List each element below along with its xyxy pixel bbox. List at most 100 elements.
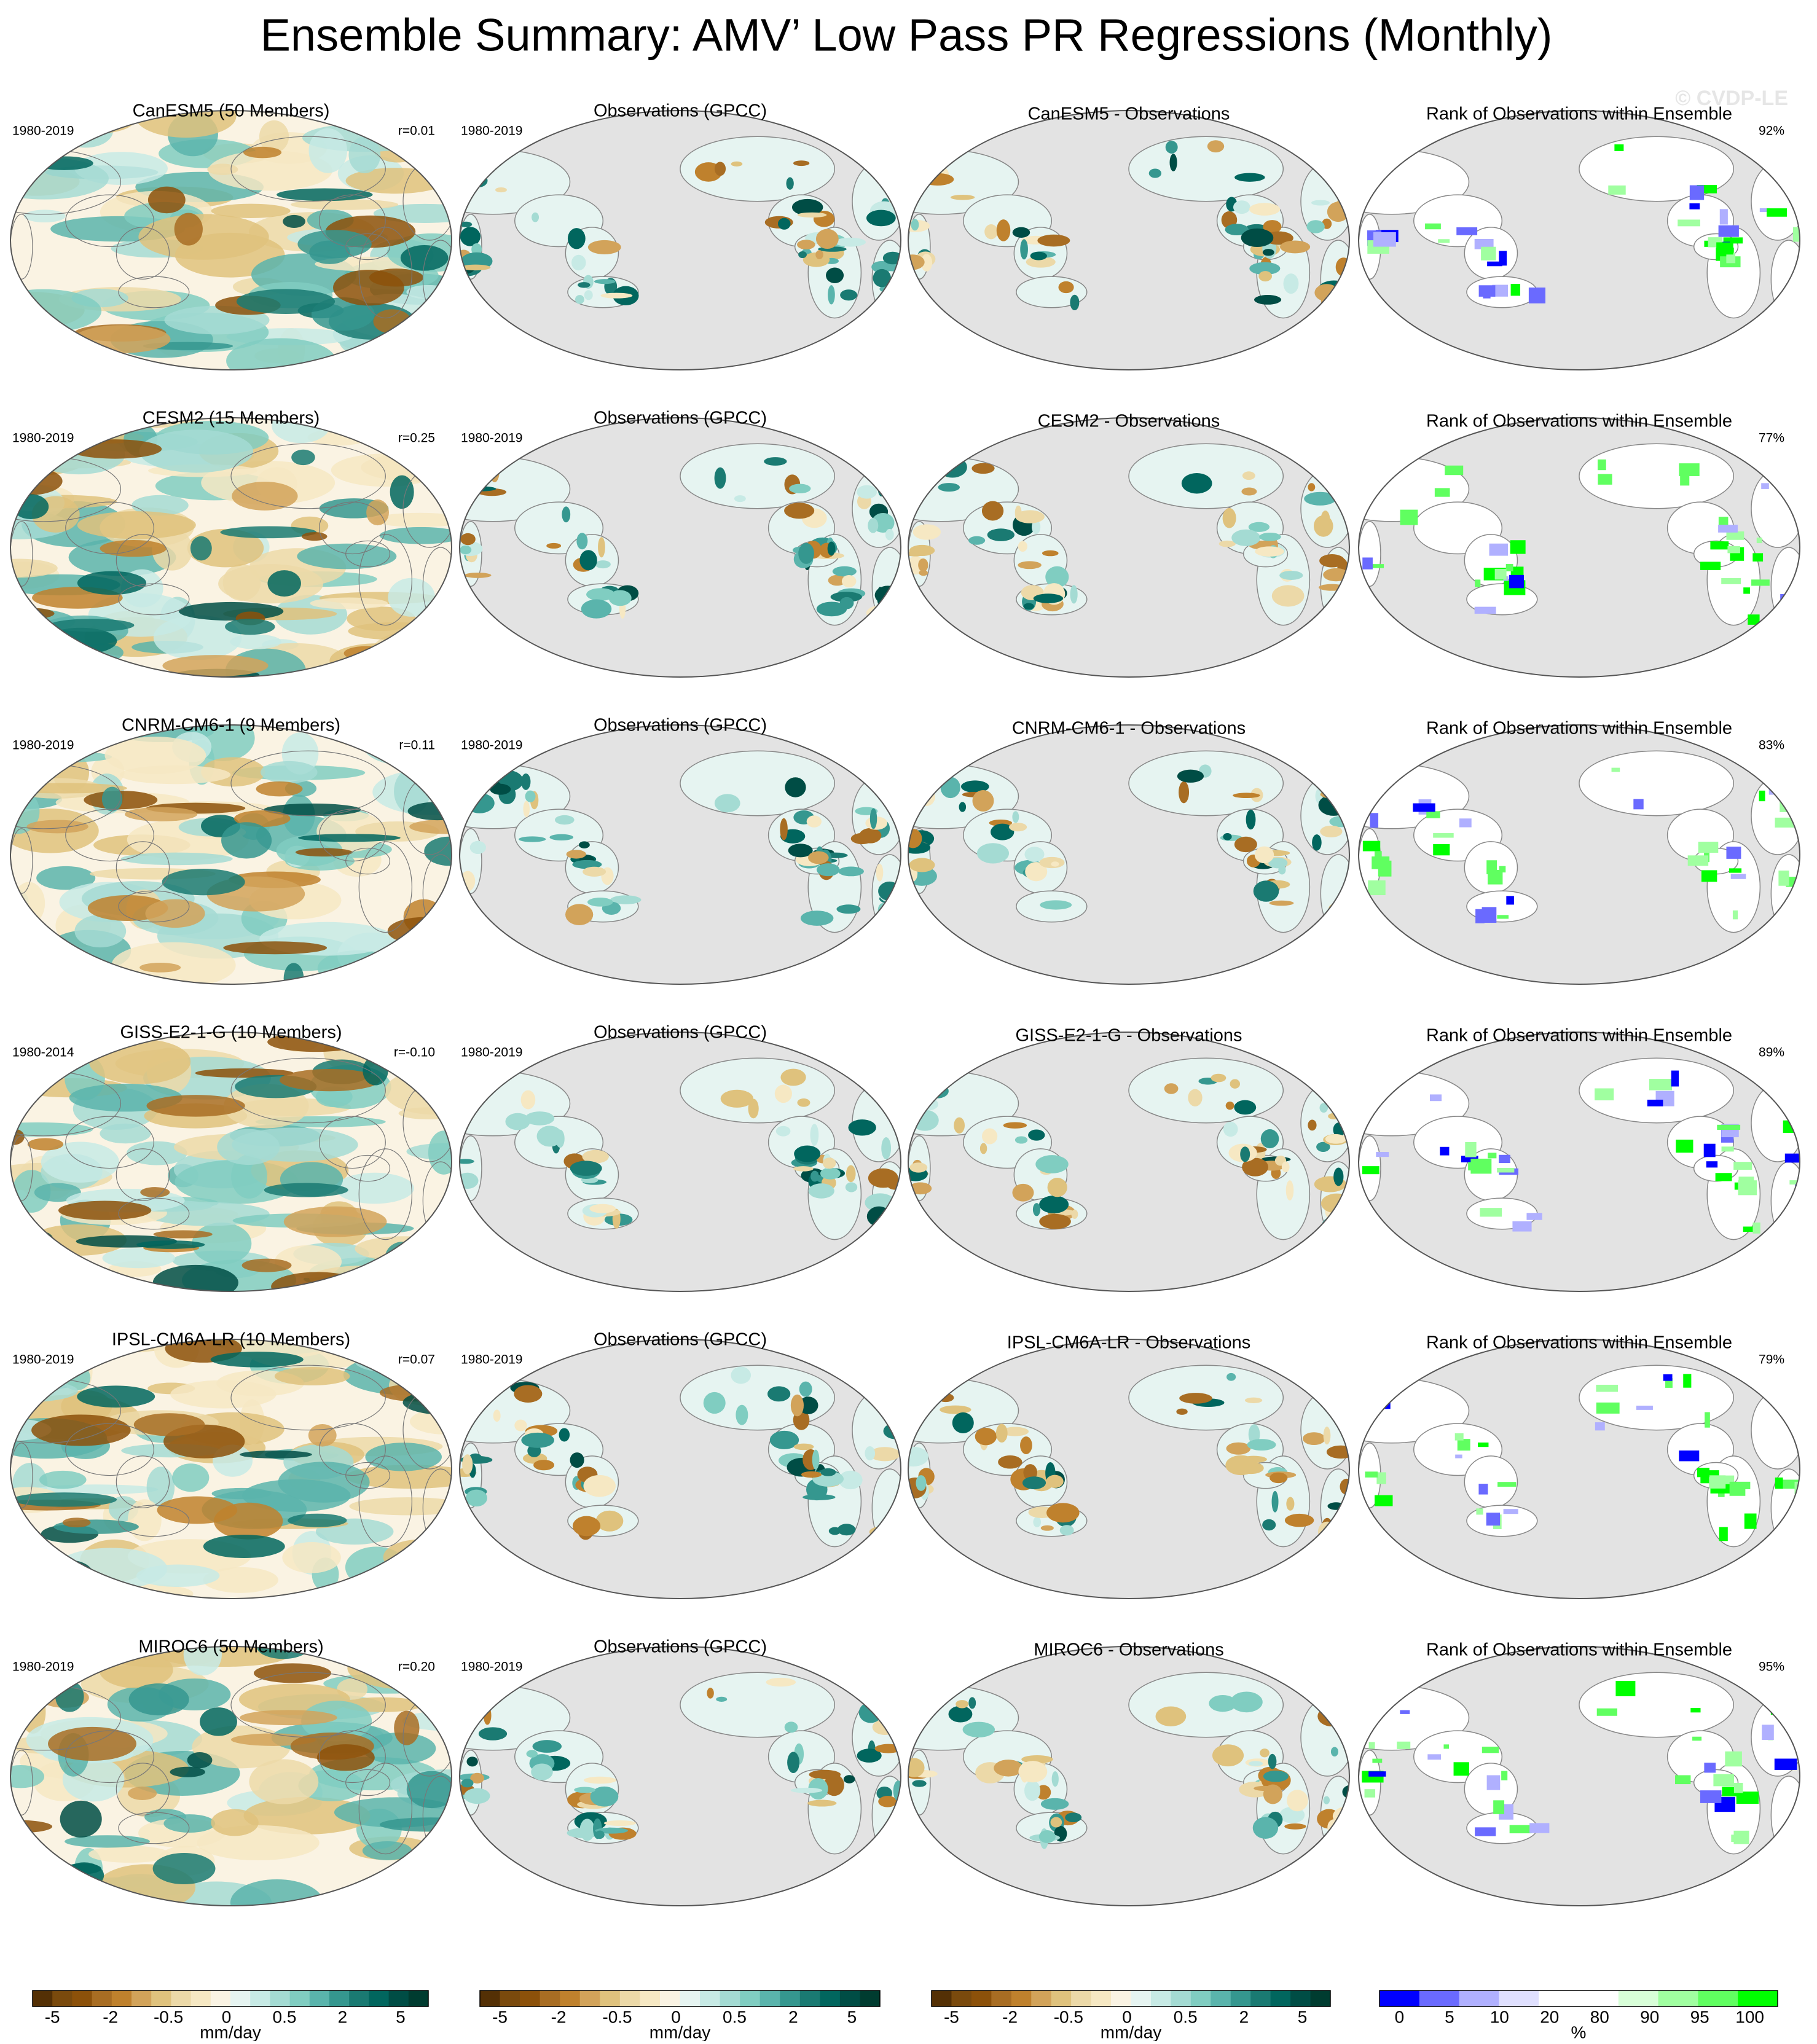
map-shading	[220, 526, 317, 539]
map-shading	[808, 1183, 834, 1199]
map-shading	[1281, 1161, 1290, 1173]
rank-cell	[1781, 788, 1788, 801]
rank-cell	[1413, 803, 1435, 812]
rank-cell	[1362, 840, 1381, 852]
rank-cell	[1719, 1527, 1728, 1541]
map-shading	[465, 486, 496, 491]
rank-cell	[1598, 474, 1612, 485]
map-shading	[555, 1129, 565, 1148]
colorbar-units: mm/day	[649, 2022, 711, 2041]
map-shading	[1018, 541, 1027, 552]
map-shading	[208, 151, 332, 191]
map	[908, 418, 1349, 677]
coastline	[118, 276, 190, 308]
map-shading	[49, 619, 135, 632]
map-shading	[837, 1524, 856, 1536]
map	[10, 111, 452, 370]
rank-cell	[1718, 525, 1738, 533]
map-shading	[991, 823, 1014, 840]
rank-cell	[1725, 1751, 1742, 1767]
map-shading	[1262, 1519, 1276, 1531]
rank-cell	[1596, 1708, 1617, 1716]
rank-cell	[1512, 1221, 1532, 1232]
coastline	[116, 534, 170, 587]
map-shading	[363, 1056, 388, 1086]
map-shading	[815, 250, 823, 259]
map-shading	[578, 282, 591, 288]
map-shading	[784, 503, 815, 519]
panel-title: CNRM-CM6-1 - Observations	[1012, 719, 1246, 738]
land	[871, 1468, 901, 1548]
rank-cell	[1736, 1791, 1759, 1804]
rank-cell	[1705, 1412, 1710, 1428]
colorbar-units: %	[1571, 2022, 1587, 2041]
map-shading	[1051, 861, 1059, 867]
map-shading	[259, 120, 289, 153]
colorbar-tick-label: -2	[551, 2007, 567, 2026]
map-shading	[1284, 1513, 1314, 1527]
map-shading	[885, 1513, 901, 1528]
map-shading	[460, 777, 468, 785]
colorbar-tick-label: 0	[222, 2007, 232, 2026]
map-shading	[570, 1452, 584, 1468]
map-shading	[283, 214, 305, 228]
map-shading	[911, 219, 919, 231]
rank-cell	[1796, 486, 1800, 493]
rank-cell	[1761, 483, 1769, 489]
colorbar-swatch	[1211, 1991, 1231, 2007]
map-shading	[36, 866, 96, 890]
rank-cell	[1752, 553, 1764, 562]
map-shading	[908, 458, 909, 478]
map-shading	[824, 1774, 844, 1796]
map-shading	[236, 289, 336, 315]
map-shading	[828, 1527, 841, 1535]
rank-cell	[1738, 1180, 1757, 1196]
map-shading	[1268, 1753, 1277, 1769]
map-shading	[514, 1385, 543, 1403]
map-shading	[880, 606, 896, 614]
map-border	[459, 1646, 901, 1906]
map-shading	[1234, 173, 1265, 182]
colorbar-swatch	[520, 1991, 541, 2007]
correlation-label: r=0.01	[398, 124, 435, 138]
map-shading	[908, 1446, 929, 1466]
coastline	[116, 227, 170, 280]
map-shading	[1286, 1497, 1295, 1511]
map-shading	[402, 1389, 452, 1416]
rank-cell	[1756, 537, 1762, 544]
map-shading	[190, 536, 212, 561]
rank-cell	[1445, 465, 1464, 476]
rank-cell	[1789, 589, 1797, 598]
map-shading	[579, 550, 597, 571]
map-shading	[1039, 1213, 1071, 1229]
map-border	[459, 1032, 901, 1292]
map-shading	[807, 1799, 837, 1807]
colorbar-frame	[1379, 1990, 1778, 2007]
rank-cell	[1733, 1783, 1743, 1793]
map-shading	[197, 1825, 320, 1861]
map-shading	[291, 199, 399, 210]
rank-cell	[1365, 1471, 1378, 1478]
map-shading	[152, 1264, 238, 1291]
colorbar-swatch	[1310, 1991, 1331, 2007]
map-shading	[210, 1352, 304, 1368]
map	[460, 725, 901, 984]
colorbar-swatch	[480, 1991, 501, 2007]
map-shading	[859, 828, 882, 844]
map-shading	[916, 1475, 927, 1491]
colorbar-swatch	[932, 1991, 952, 2007]
map-shading	[820, 1468, 836, 1476]
land	[1464, 1455, 1518, 1509]
map-shading	[890, 1101, 898, 1124]
map-shading	[439, 1081, 455, 1102]
map	[1359, 418, 1800, 677]
map-shading	[460, 793, 471, 810]
map-shading	[277, 188, 373, 202]
colorbar-swatch	[971, 1991, 992, 2007]
rank-cell	[1751, 579, 1770, 586]
rank-cell	[1375, 1495, 1393, 1506]
panel-title: CESM2 (15 Members)	[143, 409, 320, 428]
map-shading	[200, 1707, 237, 1736]
map-shading	[1230, 1079, 1241, 1089]
rank-cell	[1665, 1378, 1673, 1388]
